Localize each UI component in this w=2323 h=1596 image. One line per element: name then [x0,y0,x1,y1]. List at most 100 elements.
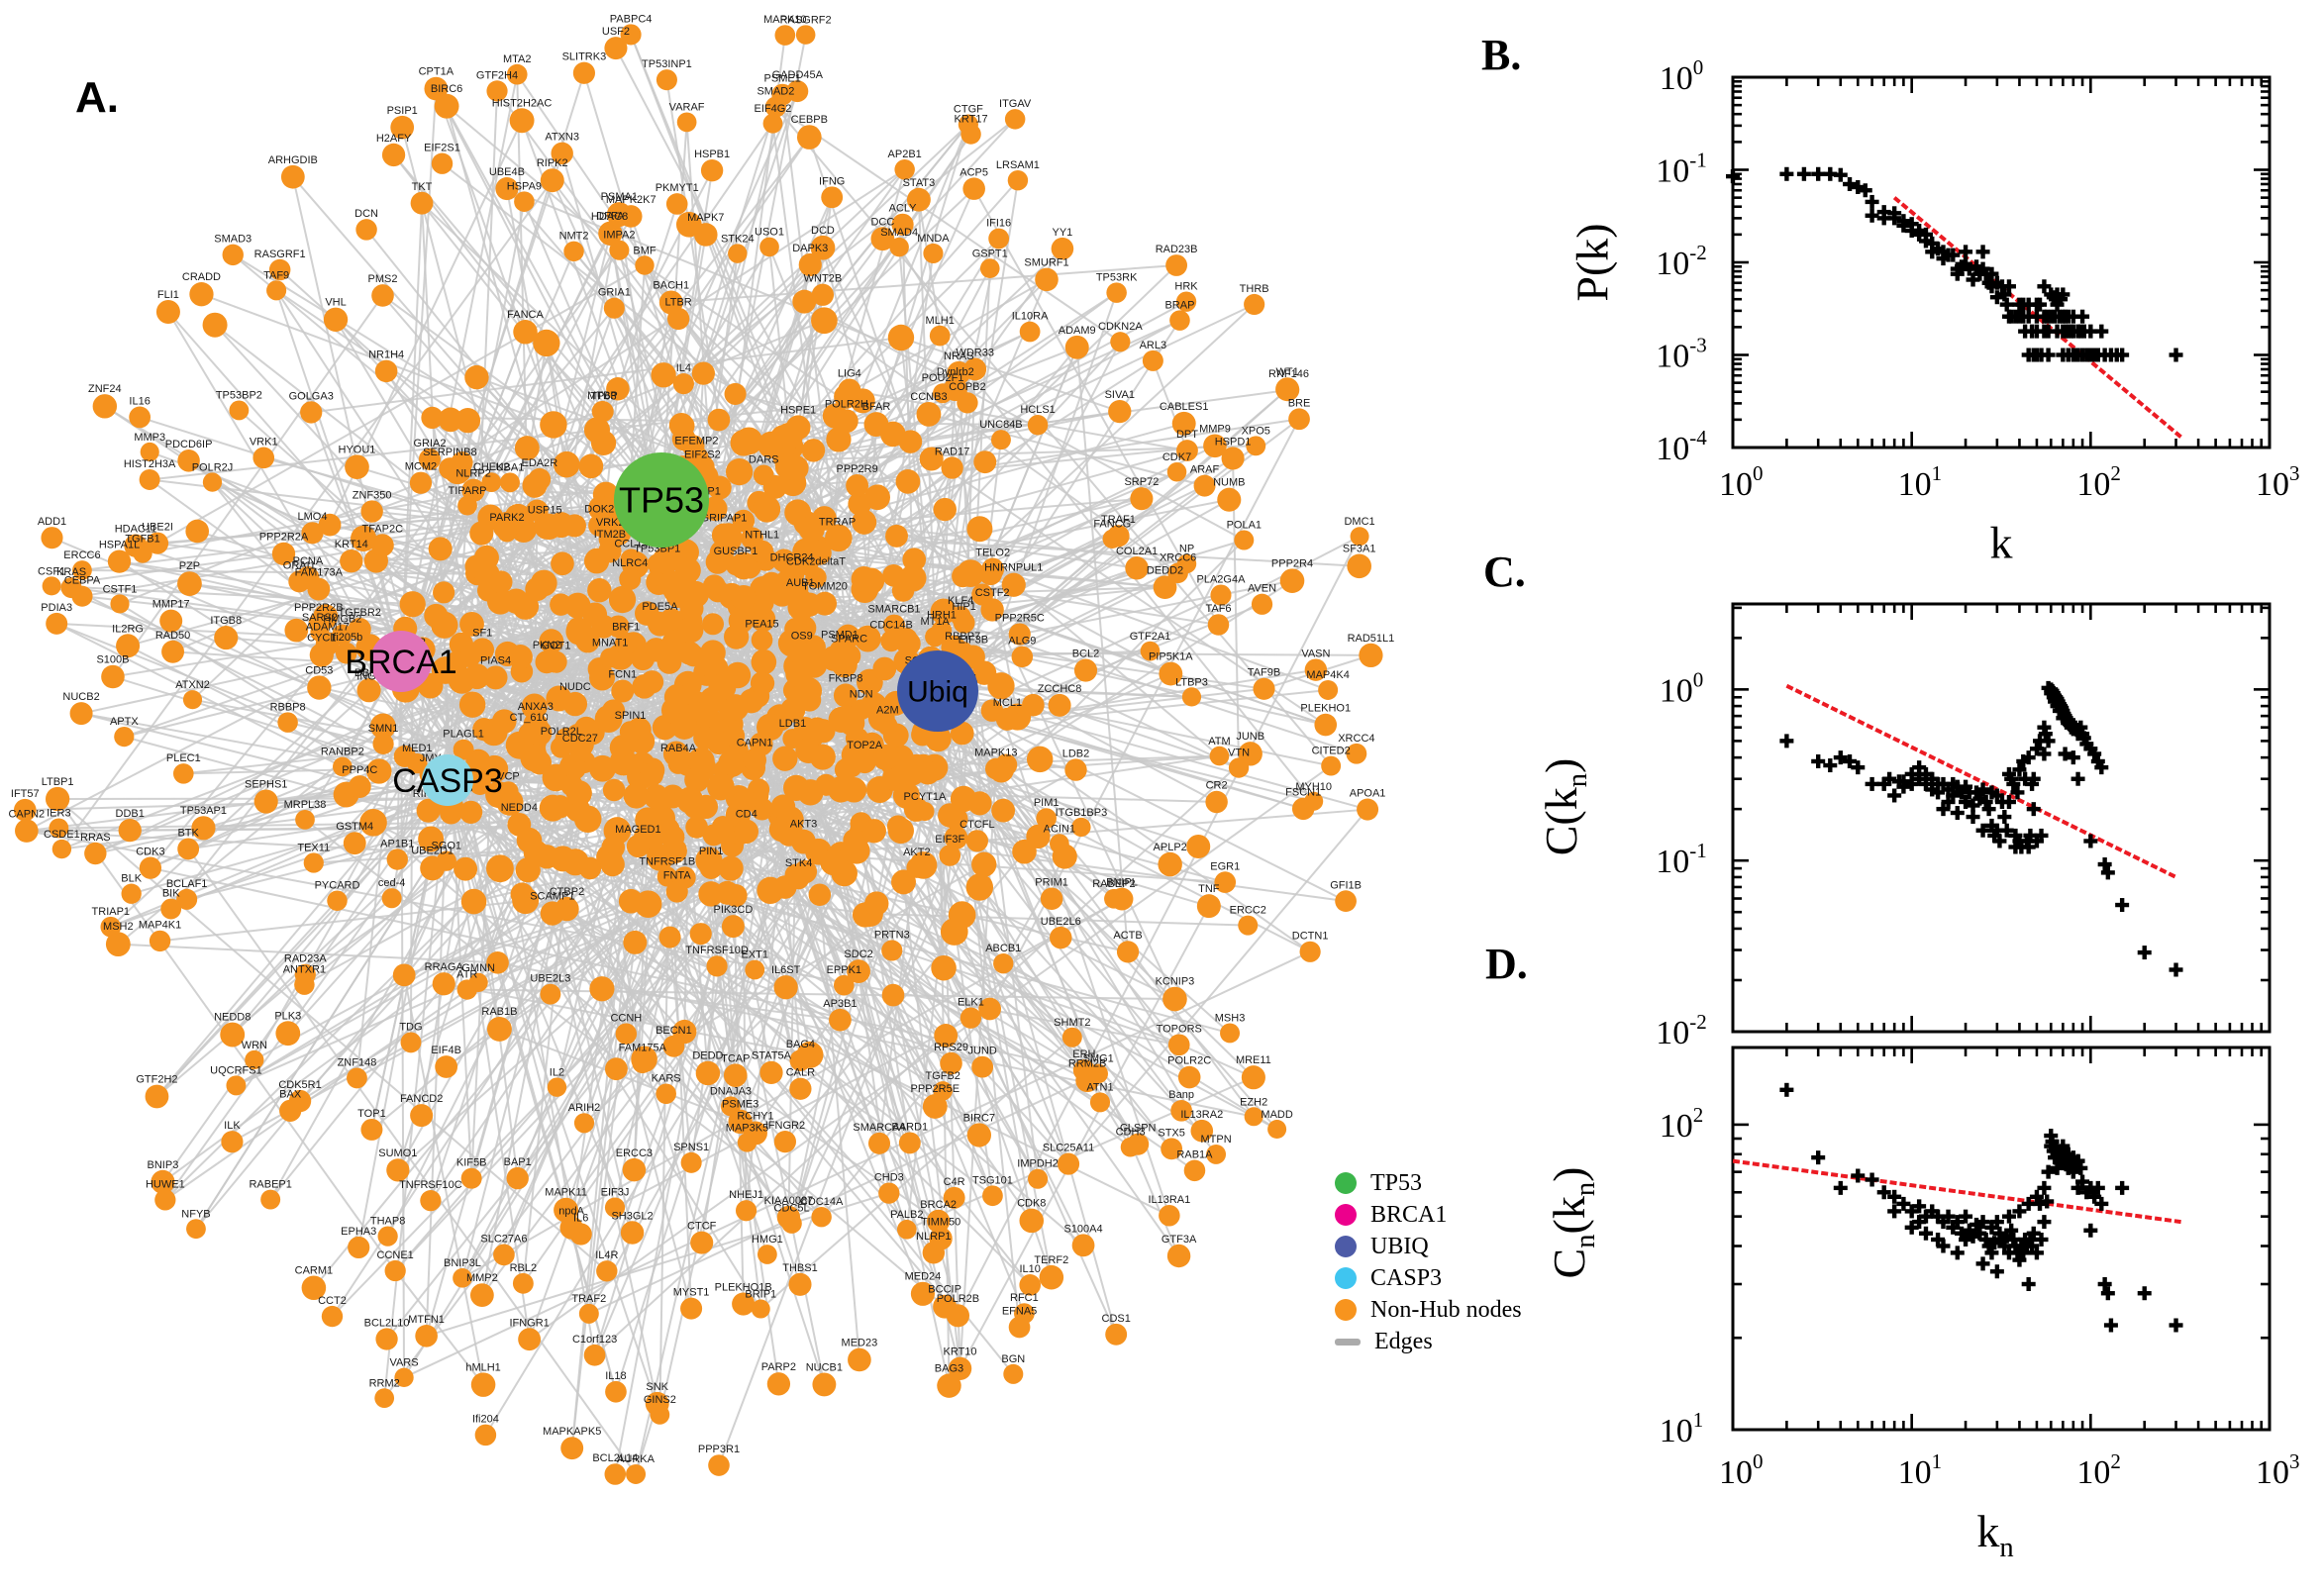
y-tick-label-C: 100 [1660,667,1704,709]
x-tick-label-B: 102 [2076,461,2121,503]
network-edge [588,1072,1099,1315]
fit-line-C [1785,683,2177,879]
network-edge [665,79,720,421]
y-tick-label-B: 10-4 [1656,426,1707,467]
network-edge [110,660,402,928]
network-edge [447,372,705,781]
legend-item-non-hub-nodes: Non-Hub nodes [1335,1297,1522,1323]
network-svg: MAGED1CDC14ADHCR24ARL3BanpTAF9BnpdAALG9R… [8,13,1394,1485]
network-edge [381,294,662,501]
legend-label: UBIQ [1370,1233,1429,1259]
axis-label-pk: P(k) [1566,223,1618,302]
network-edge [937,320,1181,692]
axis-label-kn: kn [1976,1505,2014,1564]
y-tick-label-B: 10-3 [1656,334,1707,375]
network-edge [394,1269,484,1386]
network-edge [192,698,464,751]
network-edge [238,409,445,594]
network-edge [444,982,811,1056]
network-edge [937,690,1311,953]
network-edge [425,779,449,1337]
network-node [811,307,838,335]
network-edge [1067,808,1368,1165]
fit-line-D [1732,1158,2181,1225]
network-edge [155,897,393,1098]
network-edge [601,987,940,1223]
network-edge [484,764,894,1436]
legend-item-brca1: BRCA1 [1335,1202,1522,1228]
network-edge [630,900,1015,1375]
network-edge [615,577,914,1070]
network-edge [60,179,554,850]
network-edge [818,894,860,1360]
panel-a-network: MAGED1 CDC14A DHCR24 ARL3 Banp TAF9B npdA ALG9 R… [8,13,1394,1485]
network-edge [403,950,1311,1379]
network-edge [447,779,678,893]
y-tick-label-B: 100 [1660,55,1704,97]
legend-label: TP53 [1370,1169,1423,1196]
node-swatch-icon [1335,1267,1357,1289]
legend-item-ubiq: UBIQ [1335,1233,1522,1259]
network-edge [155,900,339,1098]
network-edge [922,864,946,968]
network-edge [275,289,402,662]
legend-label: CASP3 [1370,1264,1443,1291]
axis-label-cnkn: Cn(kn) [1543,1166,1602,1279]
network-edge [460,152,563,463]
y-tick-label-D: 102 [1660,1103,1704,1145]
edge-swatch-icon [1335,1338,1361,1346]
network-edge [236,672,1171,1087]
network-edge [435,88,662,501]
network-edge [635,728,807,1475]
network-edge [201,293,555,426]
network-edge [972,188,1220,626]
nodes-layer [13,24,1383,1485]
x-tick-label-D: 100 [1719,1449,1764,1491]
network-edge [644,863,985,1060]
network-edge [400,660,406,1378]
network-edge [989,573,1019,718]
legend-label: Edges [1374,1328,1433,1354]
network-node [735,427,763,455]
network-edge [525,899,983,1068]
network-edge [435,88,604,412]
x-tick-label-D: 103 [2256,1449,2300,1491]
network-edge [774,106,1332,767]
network-edge [167,311,449,781]
network-edge [403,903,649,976]
network-edge [400,88,438,662]
network-edge [475,565,658,1405]
network-edge [937,347,1078,692]
network-edge [400,203,424,662]
panel-label-c: C. [1483,548,1526,596]
panel-label-b: B. [1481,31,1522,79]
network-node [732,509,756,533]
network-edge [759,1036,1073,1310]
network-edge [614,1017,971,1209]
network-edge [1019,579,1293,636]
network-edge [718,837,958,1466]
x-tick-label-B: 100 [1719,461,1764,503]
network-edge [466,988,1175,1001]
panel-label-d: D. [1485,940,1528,988]
network-edge [95,779,449,854]
network-edge [784,850,1026,1143]
network-edge [900,337,1121,413]
network-edge [80,712,453,807]
network-node [284,618,309,643]
network-edge [959,905,1210,1369]
network-edge [862,480,909,580]
network-edge [156,264,646,545]
node-swatch-icon [1335,1299,1357,1321]
network-edge [112,294,384,678]
network-edge [447,779,668,878]
legend-item-tp53: TP53 [1335,1169,1522,1196]
y-tick-label-B: 10-1 [1656,149,1707,190]
node-swatch-icon [1335,1172,1357,1194]
network-edge [26,779,449,833]
network-edge [849,389,1188,452]
x-tick-label-D: 101 [1898,1449,1943,1491]
